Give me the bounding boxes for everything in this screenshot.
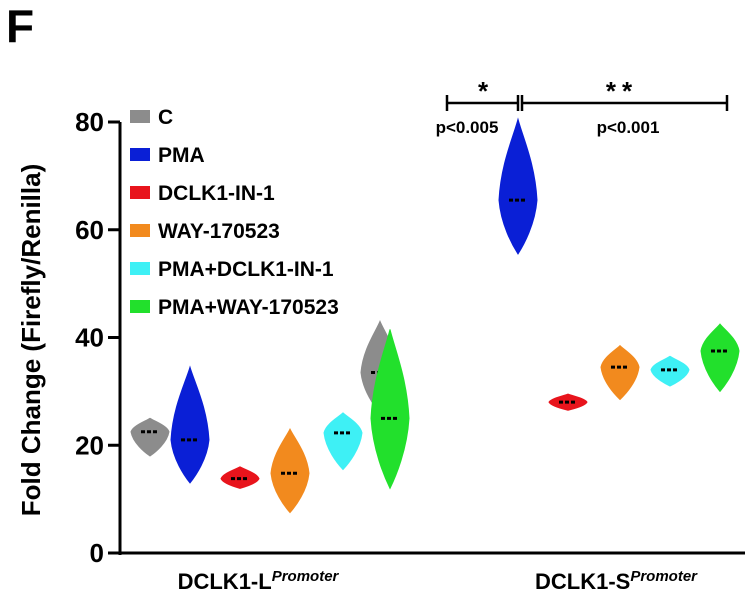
violin	[600, 344, 640, 401]
category-superscript: Promoter	[272, 568, 340, 585]
significance-annotations: * p<0.005 ** p<0.001	[436, 76, 729, 137]
significance-star: *	[478, 76, 489, 106]
y-tick-label: 20	[75, 430, 104, 460]
legend-label: WAY-170523	[158, 220, 280, 243]
violin	[498, 117, 538, 255]
violin	[130, 417, 170, 457]
legend: C PMA DCLK1-IN-1 WAY-170523 PMA+DCLK1-IN-1 PM…	[130, 106, 339, 319]
x-category-label: DCLK1-SPromoter	[535, 568, 698, 594]
y-tick-label: 60	[75, 215, 104, 245]
category-name: DCLK1-L	[178, 569, 272, 594]
category-superscript: Promoter	[630, 568, 698, 585]
y-axis-label: Fold Change (Firefly/Renilla)	[16, 164, 46, 516]
panel-label: F	[6, 0, 34, 52]
violin	[370, 329, 410, 490]
legend-swatch	[130, 110, 150, 123]
legend-label: PMA+WAY-170523	[158, 296, 339, 319]
legend-swatch	[130, 224, 150, 237]
violin	[270, 427, 310, 514]
violins	[130, 117, 740, 514]
legend-swatch	[130, 262, 150, 275]
y-tick-label: 0	[90, 538, 104, 568]
x-axis-categories: DCLK1-LPromoter DCLK1-SPromoter	[178, 568, 699, 594]
violin	[170, 365, 210, 484]
violin	[700, 323, 740, 393]
legend-label: PMA+DCLK1-IN-1	[158, 258, 334, 281]
legend-swatch	[130, 148, 150, 161]
significance-star: **	[606, 76, 638, 106]
legend-swatch	[130, 186, 150, 199]
p-value: p<0.005	[436, 118, 499, 137]
x-category-label: DCLK1-LPromoter	[178, 568, 340, 594]
legend-label: C	[158, 106, 173, 129]
legend-label: DCLK1-IN-1	[158, 182, 275, 205]
p-value: p<0.001	[597, 118, 660, 137]
violin	[323, 412, 363, 471]
y-tick-label: 40	[75, 323, 104, 353]
category-name: DCLK1-S	[535, 569, 630, 594]
legend-swatch	[130, 300, 150, 313]
y-tick-label: 80	[75, 107, 104, 137]
axes: 0 20 40 60 80	[75, 107, 745, 568]
legend-label: PMA	[158, 144, 205, 167]
